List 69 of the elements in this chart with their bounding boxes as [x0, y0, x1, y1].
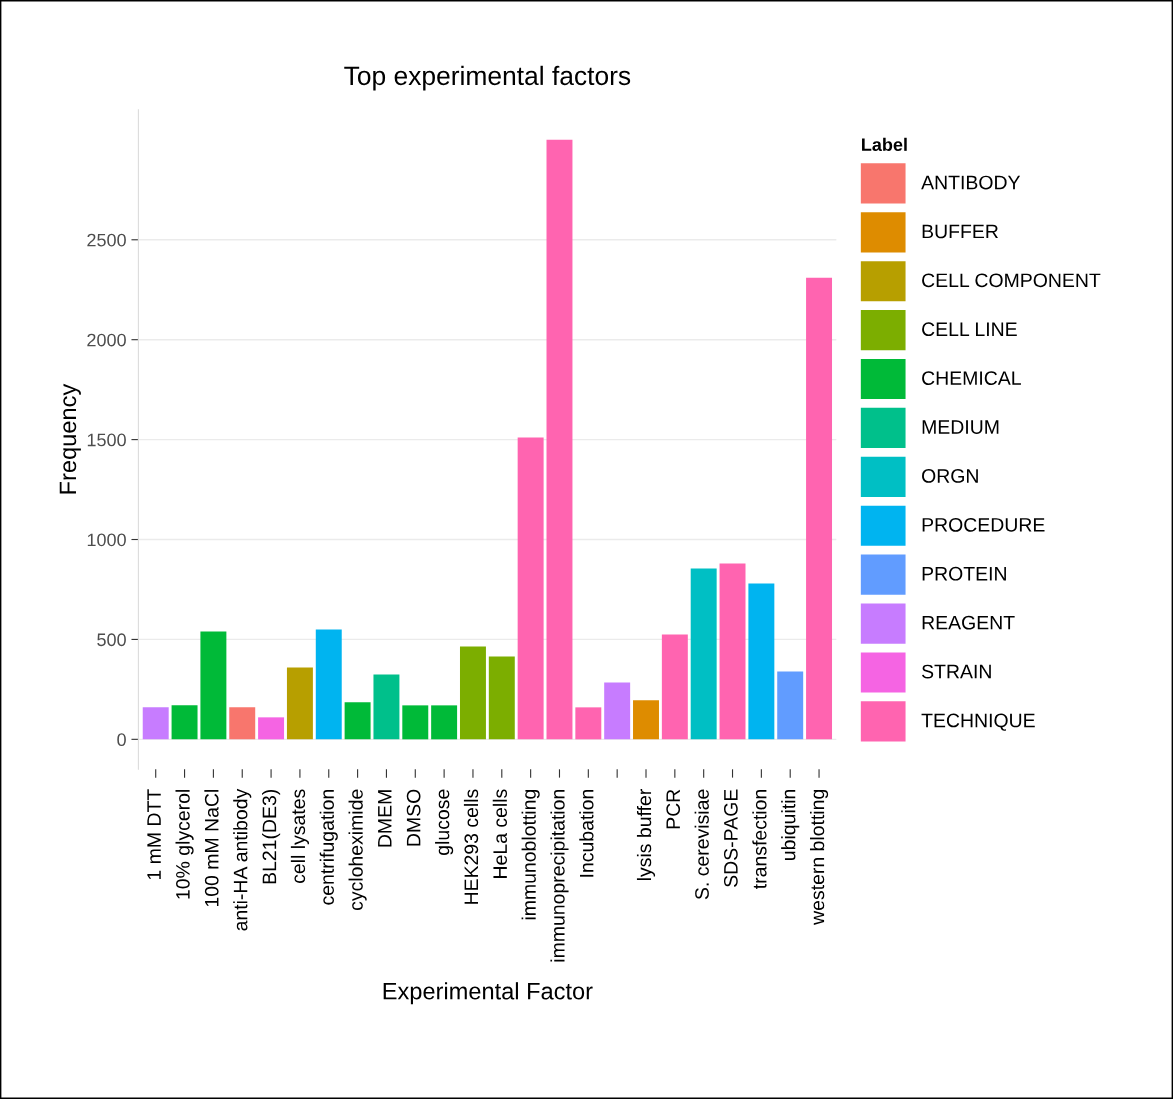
bar: [171, 705, 198, 740]
bar: [604, 682, 631, 740]
y-tick-label: 2500: [87, 233, 126, 247]
y-tick-label: 1500: [87, 433, 126, 447]
bar: [459, 646, 486, 740]
bar: [402, 705, 429, 740]
y-tick-label: 0: [117, 733, 126, 747]
bar: [575, 707, 602, 740]
bar: [200, 631, 227, 740]
bar: [286, 667, 313, 740]
legend-label: ORGN: [922, 469, 978, 483]
x-tick-label: 10% glycerol: [175, 790, 194, 899]
bar: [661, 634, 688, 740]
x-tick-label: DMEM: [378, 790, 392, 847]
bar: [373, 674, 400, 740]
legend-label: PROCEDURE: [922, 517, 1045, 532]
x-tick-label: S. cerevisiae: [694, 789, 709, 900]
bar: [690, 568, 717, 740]
legend-title: Label: [862, 137, 907, 152]
x-tick-label: 1 mM DTT: [147, 789, 161, 880]
x-tick-label: immunoprecipitation: [550, 789, 569, 962]
x-tick-label: centrifugation: [319, 790, 338, 905]
legend-label: ANTIBODY: [921, 175, 1021, 190]
legend-label: CELL LINE: [922, 322, 1017, 337]
bar: [431, 705, 458, 740]
x-tick-label: HEK293 cells: [463, 789, 479, 904]
y-axis-title: Frequency: [59, 383, 81, 494]
legend-label: BUFFER: [922, 224, 998, 239]
x-tick-label: PCR: [666, 789, 681, 829]
legend-label: STRAIN: [921, 664, 991, 679]
legend-label: PROTEIN: [922, 566, 1006, 581]
x-tick-label: anti-HA antibody: [233, 788, 252, 931]
x-axis-title: Experimental Factor: [383, 982, 593, 1005]
bar: [517, 437, 544, 740]
x-tick-label: DMSO: [406, 789, 421, 846]
bar: [633, 700, 659, 740]
bar: [719, 563, 746, 740]
x-tick-label: HeLa cells: [492, 789, 508, 878]
x-tick-label: Incubation: [579, 790, 594, 877]
x-tick-label: transfection: [752, 790, 767, 889]
y-tick-label: 500: [97, 633, 126, 647]
bar: [488, 656, 515, 740]
bar: [142, 707, 169, 740]
chart-title: Top experimental factors: [344, 65, 631, 91]
x-tick-label: immunoblotting: [521, 789, 540, 920]
bar: [258, 717, 285, 740]
legend-label: CHEMICAL: [922, 371, 1021, 386]
bar: [229, 707, 256, 740]
y-tick-label: 2000: [87, 333, 126, 347]
x-tick-label: cycloheximide: [348, 789, 367, 911]
x-tick-label: SDS-PAGE: [723, 789, 738, 887]
x-tick-label: BL21(DE3): [262, 789, 281, 884]
x-tick-label: glucose: [435, 789, 454, 855]
y-tick-label: 1000: [87, 533, 126, 547]
bar: [315, 629, 342, 740]
x-tick-label: western blotting: [809, 789, 829, 925]
legend-label: REAGENT: [922, 615, 1015, 630]
bar: [748, 583, 775, 740]
x-tick-label: lysis buffer: [636, 789, 656, 881]
bar: [806, 277, 833, 740]
bar: [546, 139, 573, 740]
legend-label: MEDIUM: [922, 420, 999, 434]
x-tick-label: cell lysates: [290, 789, 309, 884]
x-tick-label: ubiquitin: [781, 790, 800, 860]
x-tick-label: 100 mM NaCl: [204, 790, 219, 907]
legend-label: CELL COMPONENT: [922, 273, 1101, 288]
legend-label: TECHNIQUE: [921, 713, 1035, 731]
bar: [777, 671, 804, 740]
bar: [344, 702, 371, 740]
